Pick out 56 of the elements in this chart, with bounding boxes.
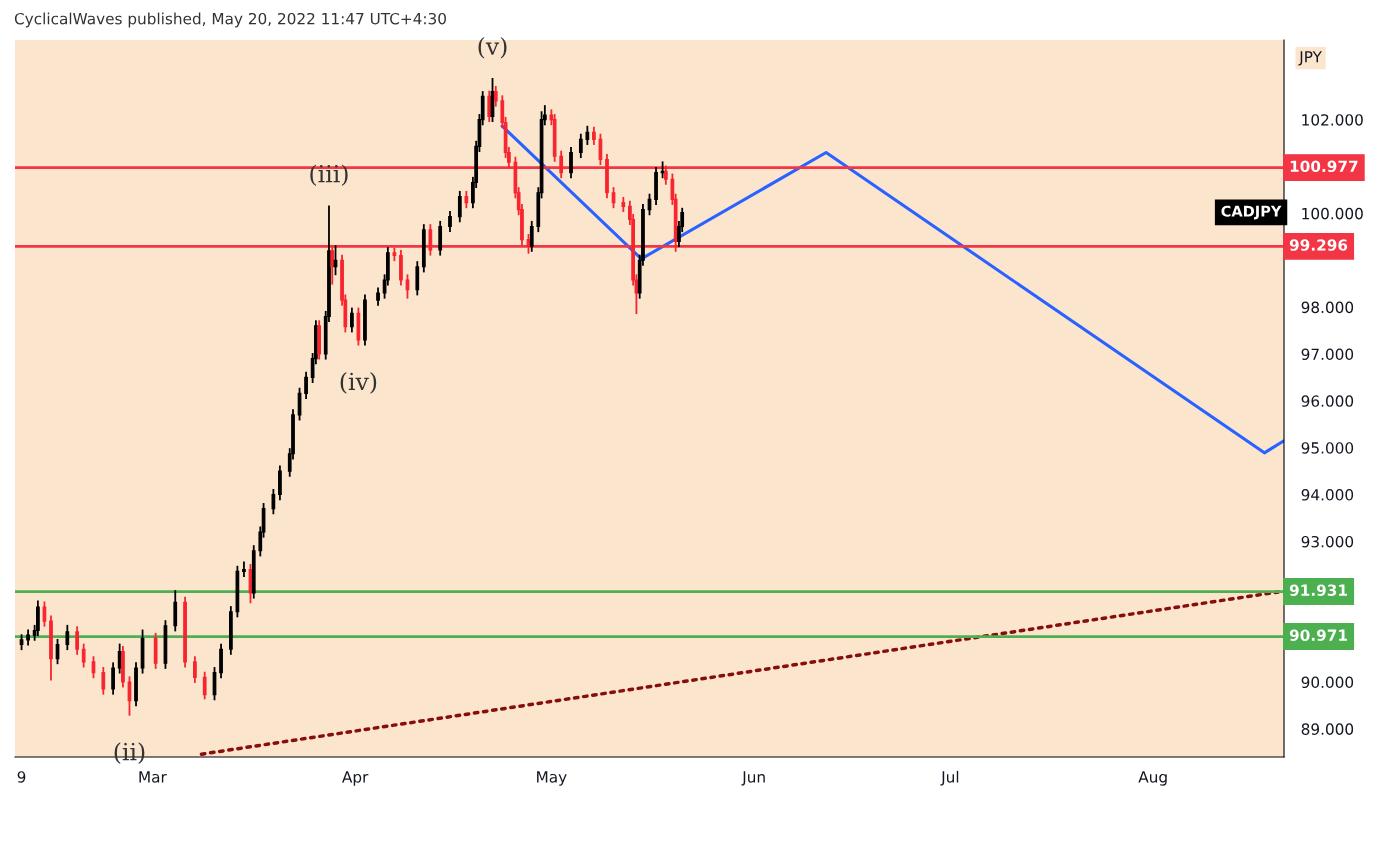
annotation: (iv) [340,372,377,394]
candlestick [36,600,40,637]
candlestick [278,465,282,501]
candlestick [219,643,223,679]
x-tick-label: 9 [17,771,26,783]
ref-line-label: 91.931 [1289,584,1347,596]
candlestick [42,601,47,627]
y-tick-label: 95.000 [1301,442,1354,454]
candlestick [350,307,354,333]
candlestick [271,488,276,515]
y-axis-title: JPY [1298,51,1322,66]
x-tick-label: Mar [139,771,167,783]
ref-line-label: 99.296 [1289,239,1348,251]
candlestick [65,624,70,651]
candlestick [75,626,80,655]
line-series [500,124,1284,455]
candlestick [457,190,462,223]
candlestick [202,671,207,700]
chart-title: CyclicalWaves published, May 20, 2022 11:47 UTC+4:30 [14,12,446,28]
x-tick-label: Jul [940,770,959,786]
candlestick [448,211,452,233]
candlestick [493,85,498,107]
annotation: (v) [478,36,507,59]
candlestick [193,656,197,683]
ref-line-label: 100.977 [1290,160,1358,173]
candlestick [111,662,115,695]
candlestick [428,224,433,256]
candlestick [101,667,106,695]
candlestick [487,90,492,122]
annotation: CADJPY [1221,205,1282,220]
candlestick [297,387,302,421]
y-tick-label: 102.000 [1302,114,1363,126]
candlestick [81,643,86,668]
y-tick-label: 89.000 [1301,723,1354,735]
x-tick-label: Jun [741,771,765,786]
y-tick-label: 98.000 [1301,301,1354,314]
candlestick [304,371,308,399]
annotation: (iii) [310,164,348,186]
candlestick [559,150,564,179]
candlestick [569,146,573,179]
y-tick-label: 100.000 [1302,207,1363,220]
ref-line-label: 90.971 [1289,629,1347,641]
y-tick-label: 94.000 [1301,489,1354,501]
candlestick [173,590,178,632]
candlestick [415,261,420,296]
candlestick [598,133,603,166]
candlestick [438,220,443,256]
y-tick-label: 96.000 [1301,395,1354,407]
y-tick-label: 90.000 [1301,676,1354,689]
x-tick-label: Apr [342,771,369,786]
candlestick [578,133,583,159]
x-tick-label: Aug [1138,771,1167,786]
x-tick-label: May [537,771,567,786]
candlestick [242,561,246,578]
y-tick-label: 93.000 [1301,535,1354,548]
y-tick-label: 97.000 [1301,348,1354,360]
